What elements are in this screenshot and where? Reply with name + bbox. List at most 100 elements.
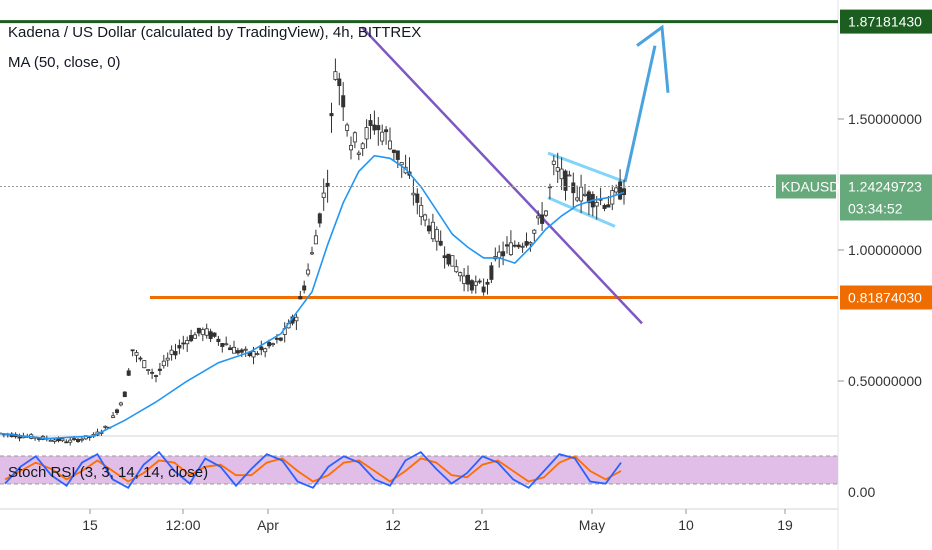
candle-body [309, 252, 314, 255]
candle-body [555, 167, 560, 172]
candle-body [243, 348, 248, 351]
candle-body [313, 235, 318, 245]
candle-body [571, 182, 576, 194]
candle-body [103, 425, 108, 428]
candle-body [263, 348, 268, 353]
candle-body [161, 360, 166, 367]
candle-body [602, 204, 607, 209]
candle-body [157, 368, 162, 371]
candle-body [622, 188, 627, 196]
candle-body [586, 191, 591, 204]
candle-body [411, 192, 416, 196]
candle-body [235, 350, 240, 354]
horizontal-levels [0, 20, 838, 299]
candle-body [532, 229, 537, 234]
flag-upper-line [547, 151, 626, 184]
candle-body [364, 127, 369, 140]
candle-body [520, 245, 525, 248]
candle-body [415, 193, 420, 203]
x-tick-label: 12 [385, 517, 401, 533]
candle-body [278, 337, 283, 341]
candle-body [212, 332, 217, 337]
candle-body [434, 229, 439, 242]
candle-body [17, 436, 22, 439]
candle-body [575, 197, 580, 201]
candle-body [419, 204, 424, 218]
x-tick-label: May [579, 517, 605, 533]
current-price-label: 1.24249723 [848, 178, 922, 194]
candle-body [126, 370, 131, 376]
price-tag-label: 1.87181430 [848, 14, 922, 30]
candle-body [618, 181, 623, 200]
rsi-y-tick: 0.00 [848, 484, 875, 500]
candle-body [251, 350, 256, 358]
candle-body [512, 244, 517, 247]
x-tick-label: Apr [257, 517, 279, 533]
x-tick-label: 19 [777, 517, 793, 533]
candle-body [454, 266, 459, 273]
current-price-box [840, 174, 932, 221]
current-price-tag: KDAUSD 1.24249723 03:34:52 [0, 174, 932, 221]
candle-body [465, 274, 470, 285]
candle-body [255, 353, 260, 355]
x-axis-ticks: 15 12:00 Apr 12 21 May 10 19 [82, 509, 793, 533]
arrow-head [636, 24, 670, 93]
candle-body [376, 125, 381, 131]
price-tag-box [840, 285, 932, 310]
candle-body [239, 349, 244, 353]
candle-body [231, 346, 236, 354]
candle-body [267, 341, 272, 347]
candle-body [391, 149, 396, 153]
candle-body [477, 280, 482, 283]
rsi-label: Stoch RSI (3, 3, 14, 14, close) [8, 464, 208, 481]
candle-body [399, 162, 404, 166]
candle-body [446, 253, 451, 265]
y-tick-label: 0.50000000 [848, 373, 922, 389]
downtrend-line [361, 26, 643, 325]
candle-body [426, 225, 431, 232]
candle-body [387, 140, 392, 150]
x-tick-label: 15 [82, 517, 98, 533]
candle-body [196, 327, 201, 334]
y-tick-label: 1.00000000 [848, 242, 922, 258]
symbol-box [776, 174, 836, 199]
symbol-label: KDAUSD [781, 178, 839, 194]
stoch-d-line [4, 455, 622, 483]
candle-body [173, 351, 178, 356]
candle-body [606, 204, 611, 208]
candle-body [567, 174, 572, 177]
candle-body [528, 242, 533, 245]
candle-body [583, 193, 588, 196]
candle-body [594, 202, 599, 207]
candle-body [458, 272, 463, 277]
candle-body [551, 160, 556, 165]
x-tick-label: 21 [474, 517, 490, 533]
candle-body [516, 244, 521, 248]
candle-body [540, 214, 545, 224]
ma-line [0, 154, 625, 440]
candle-body [368, 120, 373, 126]
ma-legend: MA (50, close, 0) [8, 54, 121, 71]
candle-body [122, 391, 127, 398]
x-tick-label: 12:00 [165, 517, 200, 533]
candle-body [274, 337, 279, 340]
candle-body [473, 281, 478, 286]
candle-body [72, 438, 77, 440]
candle-body [134, 352, 139, 356]
candle-body [504, 244, 509, 247]
candle-body [380, 131, 385, 142]
candle-body [52, 439, 57, 442]
candle-body [356, 152, 361, 155]
candle-body [150, 371, 155, 374]
candle-body [138, 357, 143, 360]
candle-body [559, 168, 564, 180]
candle-body [317, 213, 322, 224]
arrow-shaft [623, 45, 657, 183]
chart-title: Kadena / US Dollar (calculated by Tradin… [8, 24, 421, 41]
candle-body [68, 439, 73, 443]
stoch-k-line [4, 450, 622, 489]
candle-body [333, 71, 338, 80]
candle-body [76, 438, 81, 442]
price-tag-box [840, 9, 932, 34]
